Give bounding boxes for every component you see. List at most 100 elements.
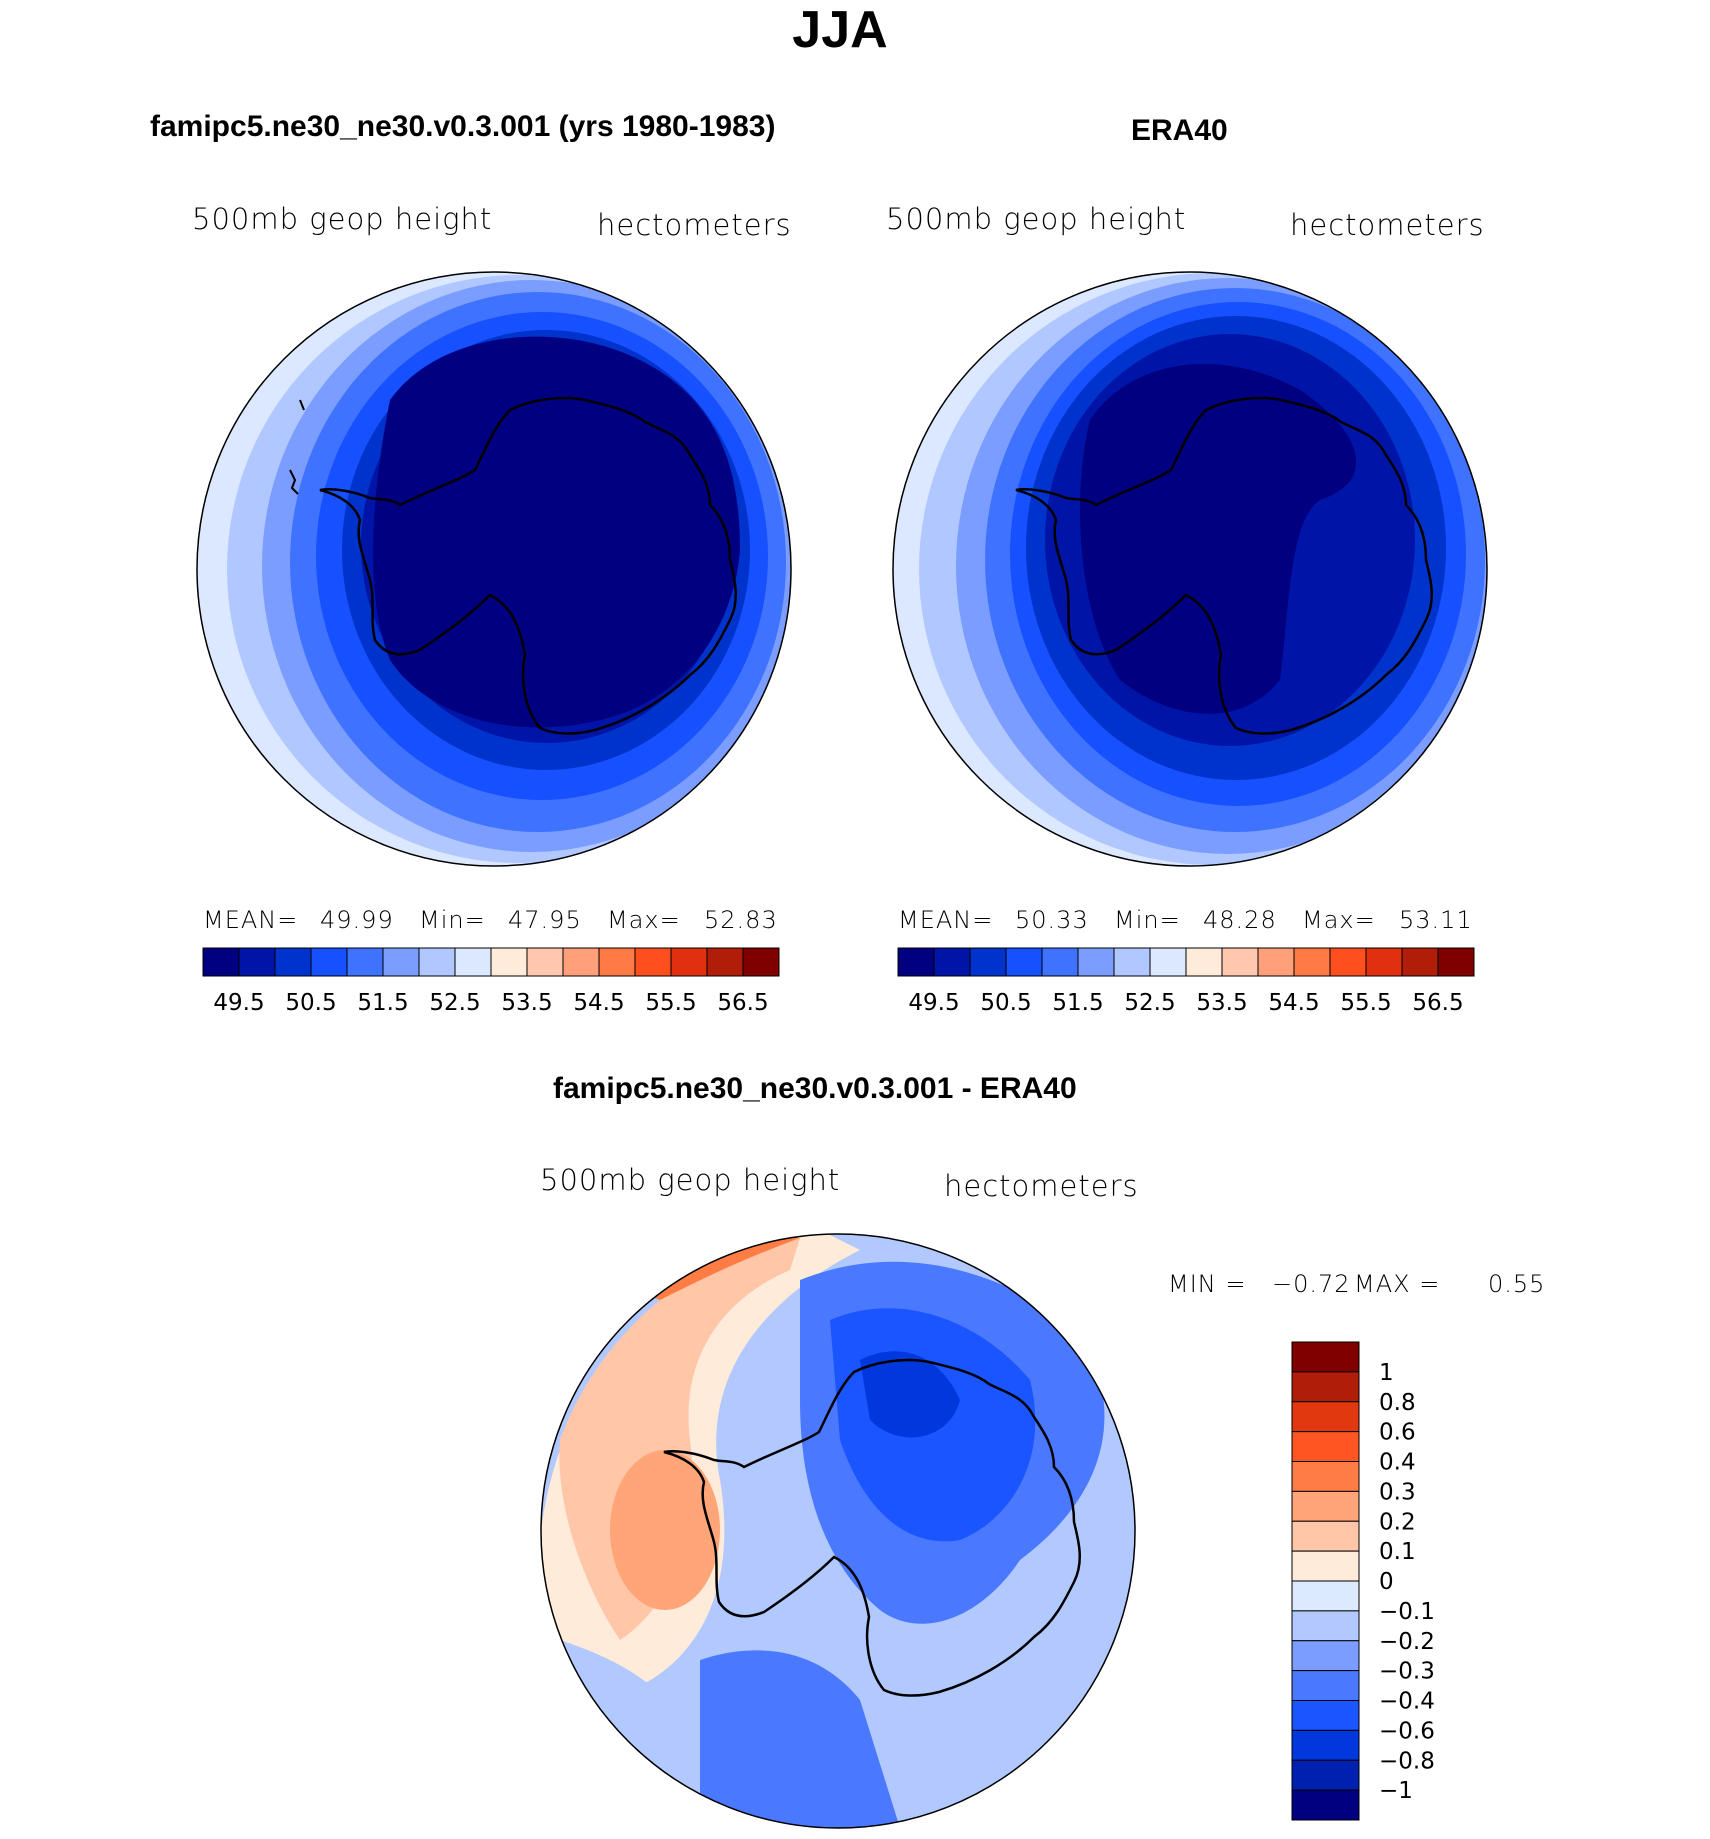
colorbar-tick-label: 52.5 bbox=[429, 990, 480, 1016]
colorbar-swatch bbox=[1221, 947, 1259, 977]
colorbar-tick-label: 56.5 bbox=[717, 990, 768, 1016]
colorbar-tick-label: 0.6 bbox=[1379, 1420, 1416, 1446]
colorbar-tick-label: −0.4 bbox=[1379, 1689, 1435, 1715]
colorbar-swatch bbox=[1113, 947, 1151, 977]
diff-variable-label: 500mb geop height bbox=[540, 1163, 841, 1197]
colorbar-tick-label: −0.6 bbox=[1379, 1718, 1435, 1744]
colorbar-swatch bbox=[897, 947, 935, 977]
colorbar-tick-label: 55.5 bbox=[645, 990, 696, 1016]
colorbar-swatch bbox=[742, 947, 780, 977]
panel1-mean-label: MEAN= bbox=[203, 906, 299, 934]
colorbar-tick-label: 50.5 bbox=[980, 990, 1031, 1016]
colorbar-swatch bbox=[1291, 1461, 1360, 1492]
colorbar-tick-label: −0.3 bbox=[1379, 1659, 1435, 1685]
colorbar-swatch bbox=[1291, 1670, 1360, 1701]
colorbar-swatch bbox=[598, 947, 636, 977]
colorbar-tick-label: 54.5 bbox=[1268, 990, 1319, 1016]
colorbar-tick-label: 0 bbox=[1379, 1569, 1394, 1595]
colorbar-swatch bbox=[1291, 1759, 1360, 1791]
colorbar-swatch bbox=[706, 947, 744, 977]
colorbar-tick-label: −0.1 bbox=[1379, 1599, 1435, 1625]
colorbar-tick-label: 56.5 bbox=[1412, 990, 1463, 1016]
colorbar-swatch bbox=[490, 947, 528, 977]
colorbar-tick-label: 51.5 bbox=[1052, 990, 1103, 1016]
colorbar-tick-label: 52.5 bbox=[1124, 990, 1175, 1016]
colorbar-swatch bbox=[1329, 947, 1367, 977]
panel2-min-label: Min= bbox=[1114, 906, 1181, 934]
colorbar-swatch bbox=[1401, 947, 1439, 977]
colorbar-swatch bbox=[310, 947, 348, 977]
colorbar-swatch bbox=[969, 947, 1007, 977]
colorbar-tick-label: 50.5 bbox=[285, 990, 336, 1016]
panel2-units-label: hectometers bbox=[1290, 208, 1485, 242]
colorbar-swatch bbox=[1291, 1490, 1360, 1522]
panel2-max-label: Max= bbox=[1302, 906, 1376, 934]
colorbar-swatch bbox=[1291, 1371, 1360, 1403]
panel1-max-value: 52.83 bbox=[704, 906, 778, 934]
colorbar-swatch bbox=[1185, 947, 1223, 977]
diff-colorbar: 1 0.8 0.6 0.4 0.3 0.2 0.1 0 −0.1 −0.2 −0.3 −0.4 −0.6… bbox=[1291, 1341, 1435, 1821]
diff-units-label: hectometers bbox=[944, 1169, 1139, 1203]
panel2-map-border bbox=[892, 271, 1488, 867]
panel1-max-label: Max= bbox=[607, 906, 681, 934]
colorbar-tick-label: −0.2 bbox=[1379, 1629, 1435, 1655]
colorbar-swatch bbox=[526, 947, 564, 977]
panel2-mean-value: 50.33 bbox=[1015, 906, 1089, 934]
colorbar-swatch bbox=[1291, 1550, 1360, 1582]
colorbar-swatch bbox=[346, 947, 384, 977]
diff-min-label: MIN = bbox=[1168, 1270, 1247, 1298]
colorbar-swatch bbox=[670, 947, 708, 977]
colorbar-swatch bbox=[1293, 947, 1331, 977]
colorbar-swatch bbox=[1149, 947, 1187, 977]
panel2-variable-label: 500mb geop height bbox=[886, 202, 1187, 236]
colorbar-tick-label: 49.5 bbox=[213, 990, 264, 1016]
colorbar-swatch bbox=[1005, 947, 1043, 977]
diff-max-value: 0.55 bbox=[1488, 1270, 1546, 1298]
colorbar-swatch bbox=[1291, 1341, 1360, 1373]
panel1-mean-value: 49.99 bbox=[320, 906, 394, 934]
colorbar-tick-label: 53.5 bbox=[501, 990, 552, 1016]
colorbar-swatch bbox=[1291, 1401, 1360, 1433]
colorbar-swatch bbox=[1291, 1729, 1360, 1761]
panel2-colorbar: 49.5 50.5 51.5 52.5 53.5 54.5 55.5 56.5 bbox=[897, 947, 1475, 1016]
colorbar-tick-label: 51.5 bbox=[357, 990, 408, 1016]
colorbar-swatch bbox=[418, 947, 456, 977]
colorbar-tick-label: 53.5 bbox=[1196, 990, 1247, 1016]
panel2-max-value: 53.11 bbox=[1399, 906, 1473, 934]
colorbar-swatch bbox=[1365, 947, 1403, 977]
colorbar-swatch bbox=[202, 947, 240, 977]
panel2-title: ERA40 bbox=[1131, 114, 1228, 147]
panel1-map-border bbox=[196, 271, 792, 867]
panel1-title: famipc5.ne30_ne30.v0.3.001 (yrs 1980-198… bbox=[150, 110, 776, 143]
colorbar-swatch bbox=[562, 947, 600, 977]
colorbar-swatch bbox=[1077, 947, 1115, 977]
colorbar-swatch bbox=[238, 947, 276, 977]
panel1-min-value: 47.95 bbox=[508, 906, 582, 934]
colorbar-swatch bbox=[1291, 1789, 1360, 1821]
colorbar-tick-label: 49.5 bbox=[908, 990, 959, 1016]
colorbar-tick-label: 55.5 bbox=[1340, 990, 1391, 1016]
colorbar-swatch bbox=[1291, 1640, 1360, 1672]
diff-min-value: −0.72 bbox=[1272, 1270, 1351, 1298]
diff-map-border bbox=[540, 1233, 1136, 1829]
panel1-map bbox=[197, 272, 791, 866]
colorbar-tick-label: −0.8 bbox=[1379, 1748, 1435, 1774]
diff-map bbox=[541, 1234, 1135, 1828]
colorbar-swatch bbox=[634, 947, 672, 977]
colorbar-tick-label: 0.2 bbox=[1379, 1509, 1416, 1535]
colorbar-tick-label: 0.4 bbox=[1379, 1450, 1416, 1476]
diff-max-label: MAX = bbox=[1354, 1270, 1441, 1298]
colorbar-swatch bbox=[274, 947, 312, 977]
panel1-variable-label: 500mb geop height bbox=[192, 202, 493, 236]
colorbar-tick-label: 54.5 bbox=[573, 990, 624, 1016]
colorbar-swatch bbox=[1291, 1520, 1360, 1552]
main-title: JJA bbox=[792, 1, 888, 59]
colorbar-swatch bbox=[1291, 1700, 1360, 1731]
colorbar-tick-label: 0.1 bbox=[1379, 1539, 1416, 1565]
colorbar-tick-label: 0.3 bbox=[1379, 1479, 1416, 1505]
colorbar-swatch bbox=[1257, 947, 1295, 977]
colorbar-tick-label: 1 bbox=[1379, 1360, 1394, 1386]
colorbar-swatch bbox=[454, 947, 492, 977]
colorbar-swatch bbox=[1041, 947, 1079, 977]
colorbar-tick-label: −1 bbox=[1379, 1778, 1413, 1804]
